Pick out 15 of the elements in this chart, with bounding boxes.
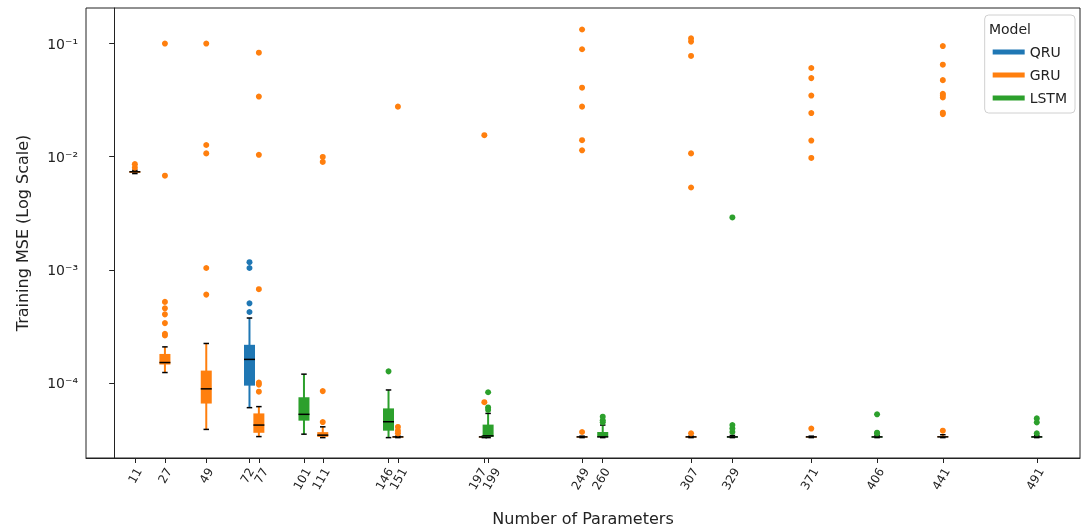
- y-axis-title: Training MSE (Log Scale): [12, 134, 32, 333]
- y-tick-label: 10⁻¹: [47, 35, 78, 52]
- x-tick-label: 11: [125, 465, 145, 486]
- legend-label: LSTM: [1029, 90, 1068, 106]
- legend-label: QRU: [1029, 44, 1061, 60]
- legend-label: GRU: [1029, 67, 1061, 83]
- x-tick-label: 491: [1023, 465, 1047, 493]
- x-tick-label: 441: [929, 465, 953, 493]
- y-tick-label: 10⁻³: [47, 261, 78, 278]
- y-tick-label: 10⁻⁴: [47, 375, 79, 392]
- x-tick-label: 27: [155, 465, 175, 486]
- x-axis-title: Number of Parameters: [492, 508, 674, 528]
- y-tick-label: 10⁻²: [47, 148, 78, 165]
- x-tick-label: 49: [196, 465, 217, 486]
- legend-title: Model: [988, 21, 1032, 37]
